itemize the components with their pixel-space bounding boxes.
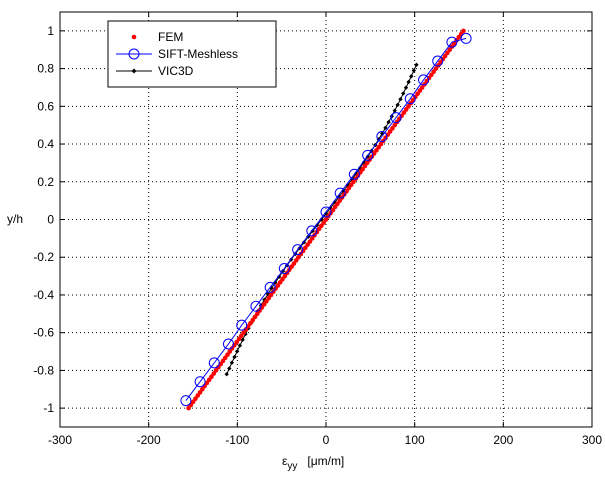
vic3d-marker: [234, 349, 240, 354]
series-sift-meshless: [180, 32, 472, 407]
y-tick-label: -0.6: [33, 326, 54, 340]
x-axis-label-symbol: ε: [282, 454, 288, 468]
legend-swatch-marker: [131, 68, 137, 74]
x-axis-label-unit: [μm/m]: [307, 454, 344, 468]
sift-meshless-marker: [432, 55, 444, 67]
x-tick-labels: -300 -200 -100 0 100 200 300: [48, 433, 602, 447]
sift-meshless-marker: [418, 74, 430, 86]
y-tick-label: -0.4: [33, 288, 54, 302]
vic3d-marker: [395, 102, 400, 108]
vic3d-marker: [229, 360, 235, 365]
vic3d-marker: [403, 85, 409, 90]
sift-meshless-marker: [348, 168, 360, 180]
vic3d-marker: [376, 137, 381, 142]
y-tick-label: 0.4: [37, 137, 54, 151]
y-tick-label: 0.2: [37, 175, 54, 189]
sift-meshless-marker: [208, 357, 220, 369]
y-tick-label: 1: [47, 24, 54, 38]
sift-meshless-marker: [404, 93, 416, 105]
y-tick-labels: -1 -0.8 -0.6 -0.4 -0.2 0 0.2 0.4 0.6 0.8 1: [33, 24, 54, 415]
x-tick-label: 300: [582, 433, 602, 447]
y-tick-label: 0.8: [37, 62, 54, 76]
vic3d-marker: [310, 228, 315, 234]
legend-label: FEM: [158, 30, 183, 44]
x-tick-label: -100: [225, 433, 249, 447]
vic3d-marker: [406, 79, 411, 85]
sift-meshless-marker: [292, 244, 304, 256]
legend-item: SIFT-Meshless: [116, 47, 238, 61]
y-tick-label: -0.8: [33, 363, 54, 377]
sift-meshless-marker: [222, 338, 234, 350]
series-layer: [180, 28, 472, 411]
vic3d-marker: [383, 125, 388, 131]
sift-meshless-marker: [390, 112, 402, 124]
sift-meshless-marker: [278, 263, 290, 275]
legend-item: FEM: [131, 30, 183, 44]
legend: FEM SIFT-Meshless VIC3D: [107, 20, 277, 88]
vic3d-marker: [240, 337, 245, 343]
vic3d-marker: [386, 119, 391, 125]
y-tick-label: 0.6: [37, 99, 54, 113]
vic3d-marker: [414, 62, 419, 68]
vic3d-marker: [392, 108, 397, 113]
legend-label: SIFT-Meshless: [158, 47, 238, 61]
vic3d-marker: [224, 371, 229, 377]
y-tick-label: -0.2: [33, 250, 54, 264]
y-tick-label: 0: [47, 213, 54, 227]
x-tick-label: 100: [405, 433, 425, 447]
sift-meshless-marker: [194, 376, 206, 388]
y-axis-label: y/h: [7, 212, 23, 226]
x-tick-label: -300: [48, 433, 72, 447]
legend-swatch-marker: [131, 34, 137, 40]
x-tick-label: 0: [323, 433, 330, 447]
x-axis-label: εyy [μm/m]: [282, 454, 344, 472]
vic3d-marker: [276, 274, 282, 279]
vic3d-marker: [237, 343, 243, 348]
ticks: [59, 12, 593, 427]
legend-items: FEM SIFT-Meshless VIC3D: [116, 30, 238, 78]
sift-meshless-marker: [446, 36, 458, 48]
vic3d-marker: [401, 91, 406, 96]
vic3d-marker: [398, 96, 403, 102]
vic3d-marker: [232, 354, 237, 360]
x-tick-label: -200: [137, 433, 161, 447]
fem-point: [461, 28, 466, 34]
sift-meshless-marker: [320, 206, 332, 218]
legend-swatch-marker: [128, 48, 140, 60]
sift-meshless-marker: [376, 131, 388, 142]
sift-meshless-marker: [264, 281, 276, 293]
sift-meshless-marker: [236, 319, 248, 331]
sift-meshless-marker: [306, 225, 318, 237]
sift-meshless-marker: [460, 32, 472, 44]
sift-meshless-marker: [334, 187, 346, 199]
series-fem: [186, 28, 466, 411]
sift-meshless-marker: [250, 300, 262, 312]
x-axis-label-subscript: yy: [287, 461, 297, 472]
sift-meshless-line: [185, 37, 467, 401]
vic3d-marker: [411, 68, 417, 73]
x-tick-label: 200: [493, 433, 513, 447]
sift-meshless-marker: [180, 395, 192, 407]
vic3d-marker: [349, 177, 355, 182]
legend-label: VIC3D: [158, 64, 194, 78]
legend-item: VIC3D: [116, 64, 194, 78]
sift-meshless-marker: [362, 149, 374, 161]
y-tick-label: -1: [43, 401, 54, 415]
vic3d-marker: [227, 366, 232, 371]
vic3d-marker: [409, 74, 414, 79]
vic3d-marker: [314, 223, 320, 228]
vic3d-marker: [389, 114, 394, 119]
